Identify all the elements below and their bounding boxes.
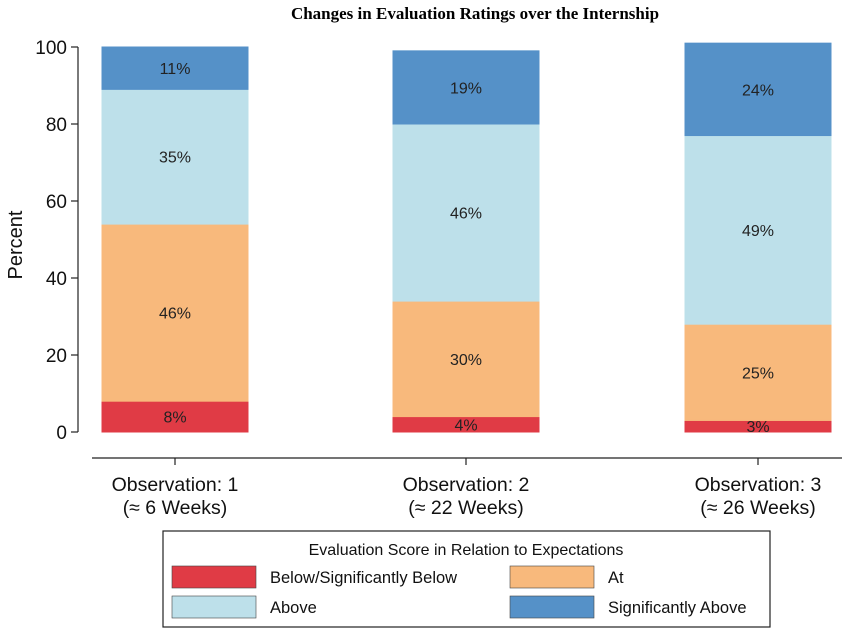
bar-value-label: 46% [159, 306, 191, 323]
legend-swatch [171, 595, 257, 619]
bar-value-label: 46% [450, 206, 482, 223]
bar-segment [392, 50, 540, 125]
bar-value-label: 19% [450, 80, 482, 97]
y-tick-label: 0 [56, 423, 67, 444]
legend-swatch [509, 595, 595, 619]
bar-value-label: 25% [742, 365, 774, 382]
legend-label: At [608, 569, 624, 587]
x-axis: Observation: 1(≈ 6 Weeks)Observation: 2(… [92, 457, 842, 519]
x-category-label: Observation: 1 [112, 474, 239, 496]
bar-segment [684, 42, 832, 137]
bar-segment [684, 135, 832, 325]
bar-value-label: 3% [746, 419, 769, 436]
y-axis-title: Percent [5, 210, 27, 279]
x-category-label: (≈ 26 Weeks) [700, 497, 815, 519]
bar-value-label: 30% [450, 352, 482, 369]
legend-label: Above [270, 599, 317, 617]
y-tick-label: 80 [46, 115, 67, 136]
bar-segment [101, 88, 249, 225]
legend-frame [162, 530, 771, 628]
y-tick-label: 20 [46, 346, 67, 367]
legend-label: Significantly Above [608, 599, 747, 617]
bar-segment [101, 223, 249, 402]
bar-segment [392, 300, 540, 418]
legend-label: Below/Significantly Below [270, 569, 457, 587]
legend-items: Below/Significantly Below At Above Signific… [171, 565, 747, 619]
legend-title: Evaluation Score in Relation to Expectat… [309, 542, 624, 559]
bar-value-label: 49% [742, 223, 774, 240]
y-axis: 0 20 40 60 80 100 [35, 38, 79, 444]
y-tick-label: 60 [46, 192, 67, 213]
bar-value-label: 8% [163, 410, 186, 427]
x-category-label: Observation: 3 [695, 474, 822, 496]
bar-segment [684, 323, 832, 421]
bar-segment [101, 46, 249, 90]
y-tick-label: 40 [46, 269, 67, 290]
x-category-label: (≈ 22 Weeks) [408, 497, 523, 519]
bar-value-label: 35% [159, 150, 191, 167]
bar-value-label: 24% [742, 82, 774, 99]
x-category-label: (≈ 6 Weeks) [123, 497, 228, 519]
x-category-label: Observation: 2 [403, 474, 530, 496]
bars-group: 8% 46% 35% 11% 4% 30% 46% 19% 3% 25% 49% 24% [101, 42, 832, 436]
bar-value-label: 4% [454, 417, 477, 434]
chart-title: Changes in Evaluation Ratings over the I… [291, 4, 659, 23]
y-tick-label: 100 [35, 38, 67, 59]
legend: Evaluation Score in Relation to Expectat… [162, 530, 771, 628]
bar-segment [101, 400, 249, 433]
legend-swatch [171, 565, 257, 589]
legend-swatch [509, 565, 595, 589]
bar-value-label: 11% [160, 61, 191, 78]
bar-segment [392, 123, 540, 302]
